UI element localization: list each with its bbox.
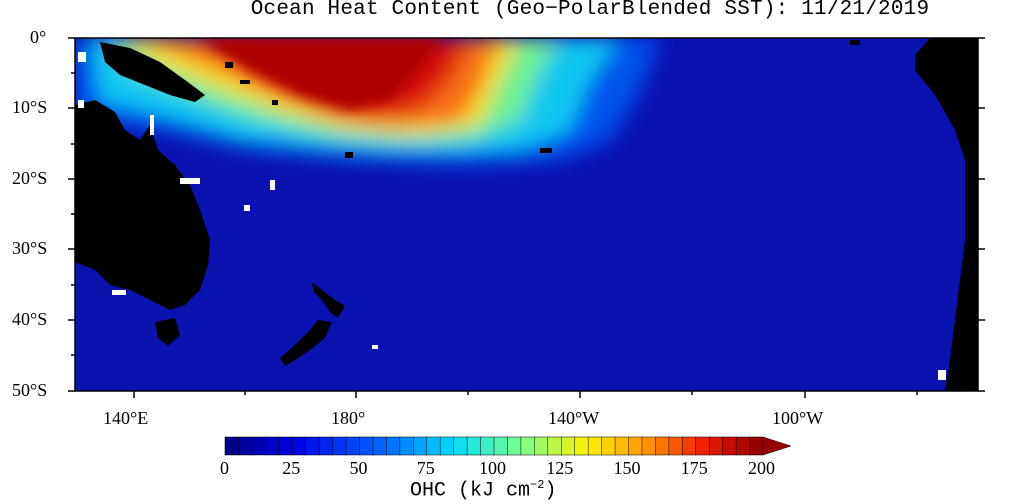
colorbar-swatch	[238, 436, 253, 456]
lon-ticks	[133, 391, 918, 398]
colorbar-swatch	[668, 436, 684, 456]
colorbar-tick-label: 50	[349, 458, 368, 478]
lon-label: 140°E	[103, 408, 149, 428]
lon-label: 100°W	[772, 408, 824, 428]
colorbar-tick-label: 175	[680, 458, 708, 478]
colorbar-swatch	[587, 436, 603, 456]
colorbar-swatch	[265, 436, 280, 456]
colorbar-swatch	[749, 436, 764, 456]
australia	[75, 100, 210, 310]
colorbar-swatch	[682, 436, 697, 456]
colorbar-swatch	[345, 436, 361, 456]
colorbar-swatch	[655, 436, 670, 456]
colorbar-tick-label: 150	[613, 458, 641, 478]
colorbar-title: OHC (kJ cm−2)	[410, 478, 557, 503]
tasmania	[155, 318, 180, 346]
colorbar-swatch	[534, 436, 549, 456]
colorbar-swatch	[561, 436, 576, 456]
island	[272, 100, 278, 105]
colorbar-swatch	[251, 436, 267, 456]
colorbar-swatch	[520, 436, 536, 456]
colorbar-swatch	[735, 436, 751, 456]
colorbar-swatch	[386, 436, 401, 456]
lat-label: 0°	[30, 27, 47, 47]
colorbar-swatch	[224, 436, 240, 456]
colorbar-swatch	[601, 436, 616, 456]
colorbar-swatch	[708, 436, 724, 456]
colorbar-swatch	[292, 436, 307, 456]
colorbar-swatch	[695, 436, 710, 456]
colorbar-swatch	[574, 436, 589, 456]
heat-core	[200, 38, 440, 110]
colorbar-swatch	[466, 436, 482, 456]
island	[540, 148, 552, 153]
colorbar	[224, 436, 792, 456]
nz-north	[312, 282, 345, 318]
colorbar-tick-label: 25	[282, 458, 301, 478]
colorbar-swatch	[439, 436, 455, 456]
colorbar-swatch	[332, 436, 347, 456]
lon-label: 140°W	[548, 408, 600, 428]
colorbar-swatch	[614, 436, 630, 456]
map-title: Ocean Heat Content (Geo−PolarBlended SST…	[250, 0, 930, 21]
colorbar-tick-label: 0	[220, 458, 229, 478]
colorbar-tick-label: 125	[546, 458, 574, 478]
south-america	[915, 38, 978, 391]
lat-label: 20°S	[12, 168, 48, 188]
colorbar-swatch	[305, 436, 320, 456]
colorbar-tick-label: 75	[416, 458, 435, 478]
lat-label: 30°S	[12, 238, 48, 258]
colorbar-swatch	[278, 436, 293, 456]
lat-ticks	[68, 37, 985, 392]
lat-label: 40°S	[12, 309, 48, 329]
colorbar-swatch	[426, 436, 441, 456]
lat-label: 50°S	[12, 380, 48, 400]
colorbar-swatch	[399, 436, 415, 456]
colorbar-swatch	[372, 436, 388, 456]
colorbar-swatch	[413, 436, 428, 456]
new-guinea	[100, 42, 205, 102]
colorbar-swatch	[480, 436, 495, 456]
no-data	[78, 52, 946, 380]
colorbar-tick-label: 100	[479, 458, 506, 478]
colorbar-swatch	[641, 436, 657, 456]
island	[850, 40, 860, 45]
colorbar-swatch	[547, 436, 562, 456]
lon-label: 180°	[331, 408, 366, 428]
colorbar-swatch	[493, 436, 509, 456]
colorbar-extend-arrow	[762, 436, 792, 456]
colorbar-swatch	[318, 436, 334, 456]
lat-label: 10°S	[12, 97, 48, 117]
land	[75, 38, 978, 391]
colorbar-tick-label: 200	[748, 458, 775, 478]
colorbar-swatch	[722, 436, 737, 456]
colorbar-swatch	[453, 436, 468, 456]
colorbar-swatch	[628, 436, 643, 456]
island	[240, 80, 250, 84]
nz-south	[280, 320, 332, 366]
colorbar-swatch	[359, 436, 374, 456]
island	[345, 152, 353, 158]
island	[225, 62, 233, 68]
colorbar-swatch	[507, 436, 522, 456]
